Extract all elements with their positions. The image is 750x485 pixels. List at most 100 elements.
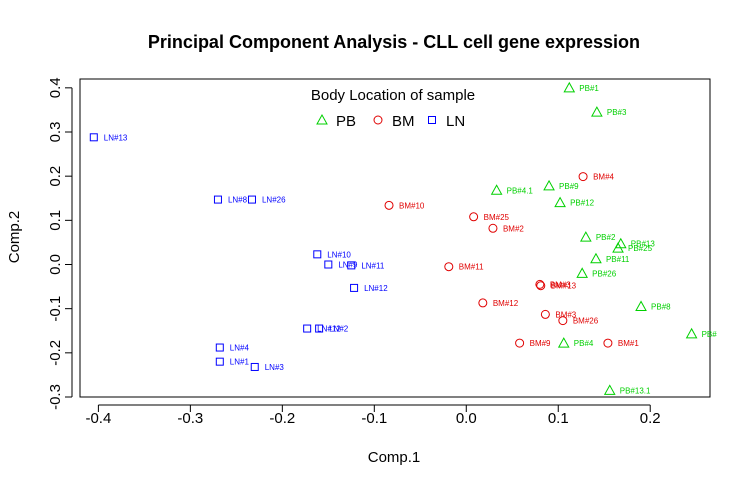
point-label: PB#8 (651, 302, 671, 311)
point-label: LN#10 (327, 250, 351, 259)
y-axis: -0.3 -0.2 -0.1 0.0 0.1 0.2 0.3 0.4 (47, 77, 73, 410)
bm-point (478, 298, 488, 308)
point-label: BM#3 (550, 280, 571, 289)
ln-point (89, 133, 98, 142)
point-label: LN#8 (228, 196, 248, 205)
legend-title: Body Location of sample (311, 87, 475, 104)
point-label: BM#3 (555, 310, 576, 319)
point-label: PB#9 (559, 182, 579, 191)
point-label: PB#26 (592, 269, 617, 278)
y-tick-label: -0.2 (47, 340, 64, 366)
point-label: BM#10 (399, 201, 425, 210)
point-label: LN#11 (361, 261, 385, 270)
pb-point (591, 106, 603, 117)
point-label: PB#3 (607, 108, 627, 117)
ln-point (347, 261, 356, 270)
series-bm: BM#4BM#10BM#25BM#2BM#11BM#3BM#13BM#12BM#… (384, 172, 639, 348)
legend-triangle-marker (316, 113, 328, 125)
bm-point (488, 223, 498, 233)
legend-square-marker (428, 116, 436, 124)
legend-label-pb: PB (336, 113, 356, 130)
y-tick-label: -0.1 (47, 296, 64, 322)
legend-label-bm: BM (392, 113, 415, 130)
legend-label-ln: LN (446, 113, 465, 130)
x-tick-label: -0.4 (85, 410, 111, 427)
bm-point (535, 279, 545, 289)
ln-point (215, 357, 224, 366)
y-tick-label: 0.0 (47, 254, 64, 275)
point-label: LN#2 (329, 325, 349, 334)
pb-point (612, 242, 624, 253)
point-label: BM#25 (484, 213, 510, 222)
y-tick-label: 0.4 (47, 77, 64, 98)
pb-point (614, 237, 627, 249)
x-axis-title: Comp.1 (368, 449, 421, 466)
point-label: BM#26 (573, 317, 599, 326)
y-tick-label: 0.1 (47, 210, 64, 231)
ln-point (313, 250, 322, 259)
pb-point (490, 184, 503, 195)
point-label: LN#13 (104, 133, 128, 142)
bm-point (444, 262, 454, 272)
point-label: PB#13.1 (620, 386, 651, 395)
point-label: PB#4.1 (507, 186, 534, 195)
x-tick-label: -0.2 (269, 410, 295, 427)
bm-point (540, 309, 550, 319)
pb-point (685, 327, 698, 339)
point-label: BM#4 (593, 173, 614, 182)
y-axis-title: Comp.2 (6, 211, 23, 264)
point-label: BM#2 (503, 224, 524, 233)
point-label: PB#11 (606, 255, 630, 264)
ln-point (303, 324, 312, 333)
point-label: PB#25 (628, 244, 653, 253)
pb-point (563, 81, 576, 93)
x-axis: -0.4 -0.3 -0.2 -0.1 0.0 0.1 0.2 (85, 404, 661, 427)
pb-point (557, 337, 570, 348)
ln-point (350, 283, 359, 292)
x-tick-label: -0.3 (177, 410, 203, 427)
point-label: LN#12 (364, 284, 388, 293)
bm-point (536, 281, 546, 291)
point-label: BM#11 (459, 263, 484, 272)
y-tick-label: 0.2 (47, 166, 64, 187)
pb-point (543, 179, 555, 191)
point-label: PB# (702, 330, 718, 339)
x-tick-label: -0.1 (361, 410, 387, 427)
pb-point (635, 300, 647, 311)
y-tick-label: 0.3 (47, 122, 64, 143)
point-label: BM#1 (618, 339, 639, 348)
point-label: LN#1 (230, 358, 250, 367)
point-label: PB#12 (570, 199, 595, 208)
bm-point (469, 212, 479, 222)
ln-point (250, 362, 259, 371)
x-tick-label: 0.2 (640, 410, 661, 427)
ln-point (315, 324, 324, 333)
ln-point (247, 195, 256, 204)
pb-point (590, 252, 602, 264)
point-label: BM#9 (530, 339, 551, 348)
bm-point (384, 200, 394, 210)
point-label: BM#12 (493, 299, 519, 308)
ln-point (324, 260, 333, 269)
ln-point (213, 195, 222, 204)
point-label: LN#4 (230, 344, 250, 353)
ln-point (215, 343, 224, 352)
legend-circle-marker (373, 115, 383, 125)
pb-point (554, 196, 566, 208)
x-tick-label: 0.1 (548, 410, 569, 427)
bm-point (558, 316, 568, 326)
point-label: LN#12 (317, 325, 341, 334)
point-label: LN#26 (262, 196, 286, 205)
bm-point (578, 172, 588, 182)
x-tick-label: 0.0 (456, 410, 477, 427)
pb-point (579, 231, 592, 242)
pb-point (576, 267, 589, 278)
y-tick-label: -0.3 (47, 384, 64, 410)
pb-point (603, 384, 616, 395)
bm-point (603, 338, 613, 348)
point-label: BM#13 (551, 282, 577, 291)
